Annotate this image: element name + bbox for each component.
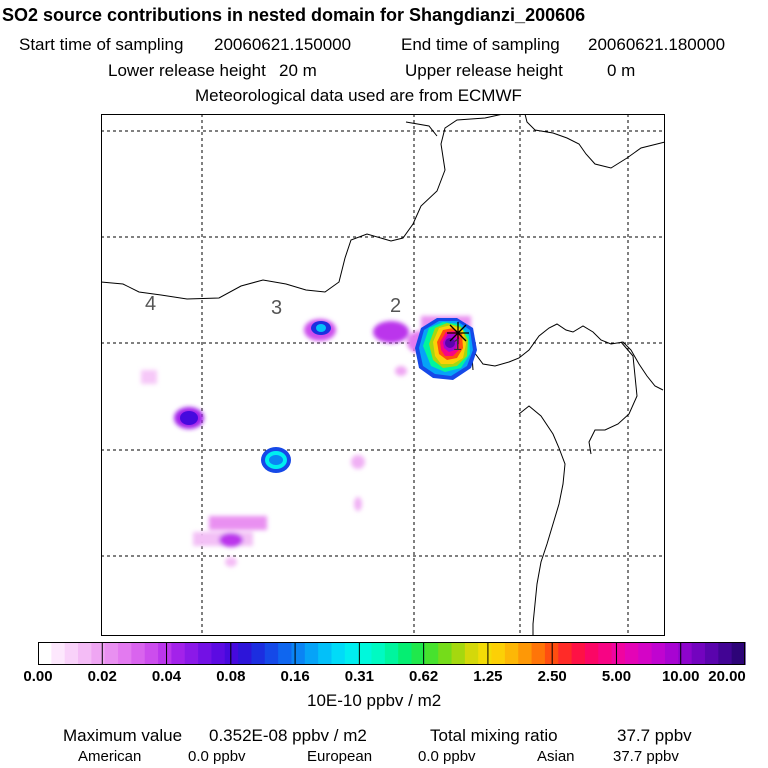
color-cell — [611, 642, 626, 665]
color-cell — [264, 642, 279, 665]
colorbar-unit: 10E-10 ppbv / m2 — [307, 691, 442, 710]
color-cell — [144, 642, 159, 665]
color-cell — [491, 642, 506, 665]
color-cell — [198, 642, 213, 665]
european-label: European — [307, 748, 373, 765]
color-cell — [251, 642, 266, 665]
total-mixing-value: 37.7 ppbv — [617, 726, 692, 745]
color-cell — [451, 642, 466, 665]
colorbar-tick-label: 0.16 — [280, 668, 310, 685]
color-cell — [371, 642, 386, 665]
color-cell — [304, 642, 319, 665]
color-cell — [504, 642, 519, 665]
color-cell — [224, 642, 239, 665]
color-cell — [78, 642, 92, 665]
colorbar-tick-label: 0.02 — [87, 668, 117, 685]
color-cell — [64, 642, 79, 665]
color-cell — [664, 642, 679, 665]
color-cell — [424, 642, 439, 665]
european-value: 0.0 ppbv — [418, 748, 476, 765]
color-cell — [278, 642, 293, 665]
color-cell — [158, 642, 172, 665]
color-cell — [464, 642, 479, 665]
color-cell — [731, 642, 746, 665]
colorbar-tick-label: 0.62 — [409, 668, 439, 685]
color-scale-bar — [38, 642, 746, 665]
color-cell — [384, 642, 399, 665]
max-value: 0.352E-08 ppbv / m2 — [209, 726, 367, 745]
color-cell — [344, 642, 359, 665]
map-frame — [101, 114, 665, 636]
color-cell — [358, 642, 373, 665]
colorbar-tick-label: 0.04 — [151, 668, 182, 685]
asian-value: 37.7 ppbv — [613, 748, 679, 765]
color-cell — [38, 642, 52, 665]
colorbar-tick-label: 0.00 — [23, 668, 53, 685]
color-cell — [171, 642, 186, 665]
color-cell — [558, 642, 573, 665]
max-value-label: Maximum value — [63, 726, 183, 745]
color-cell — [531, 642, 546, 665]
color-cell — [184, 642, 199, 665]
color-cell — [571, 642, 586, 665]
color-scale-dividers — [101, 642, 682, 665]
plot-title: SO2 source contributions in nested domai… — [2, 5, 586, 25]
color-scale-frame — [38, 642, 745, 665]
total-mixing-label: Total mixing ratio — [430, 726, 558, 745]
receptor-star-icon — [447, 322, 469, 344]
colorbar-tick-label: 0.31 — [344, 668, 374, 685]
region-label-2: 2 — [390, 295, 401, 317]
graticule — [101, 114, 665, 636]
color-cell — [691, 642, 706, 665]
color-cell — [131, 642, 146, 665]
upper-release-label: Upper release height — [405, 61, 563, 80]
region-label-3: 3 — [271, 297, 282, 319]
american-value: 0.0 ppbv — [188, 748, 246, 765]
colorbar-tick-label: 0.08 — [216, 668, 246, 685]
color-cell — [318, 642, 333, 665]
color-cell — [598, 642, 613, 665]
map-panel: 4 3 2 1 — [101, 114, 666, 636]
upper-release-value: 0 m — [607, 61, 636, 80]
color-cell — [398, 642, 413, 665]
color-cell — [118, 642, 132, 665]
color-cell — [411, 642, 426, 665]
color-cell — [438, 642, 453, 665]
color-cell — [238, 642, 253, 665]
color-cell — [718, 642, 733, 665]
color-cell — [211, 642, 226, 665]
colorbar-tick-label: 1.25 — [473, 668, 503, 685]
color-cell — [104, 642, 119, 665]
color-cell — [638, 642, 653, 665]
color-cell — [704, 642, 719, 665]
color-cell — [478, 642, 493, 665]
lower-release-value: 20 m — [279, 61, 317, 80]
colorbar-tick-label: 5.00 — [601, 668, 632, 685]
color-cell — [331, 642, 346, 665]
end-time-value: 20060621.180000 — [588, 35, 726, 54]
colorbar-tick-label: 10.00 — [661, 668, 700, 685]
region-label-4: 4 — [145, 293, 156, 315]
lower-release-label: Lower release height — [108, 61, 266, 80]
color-cell — [651, 642, 666, 665]
color-cell — [584, 642, 599, 665]
american-label: American — [78, 748, 142, 765]
color-cell — [678, 642, 693, 665]
color-cell — [91, 642, 106, 665]
end-time-label: End time of sampling — [401, 35, 560, 54]
start-time-value: 20060621.150000 — [214, 35, 352, 54]
color-cell — [518, 642, 533, 665]
region-label-1: 1 — [453, 337, 462, 354]
colorbar-tick-label: 20.00 — [708, 668, 746, 685]
color-cell — [624, 642, 639, 665]
colorbar-tick-label: 2.50 — [537, 668, 567, 685]
color-cell — [51, 642, 66, 665]
color-scale-cells — [38, 642, 746, 665]
asian-label: Asian — [537, 748, 575, 765]
start-time-label: Start time of sampling — [19, 35, 184, 54]
met-data-source: Meteorological data used are from ECMWF — [195, 86, 522, 105]
color-cell — [291, 642, 306, 665]
